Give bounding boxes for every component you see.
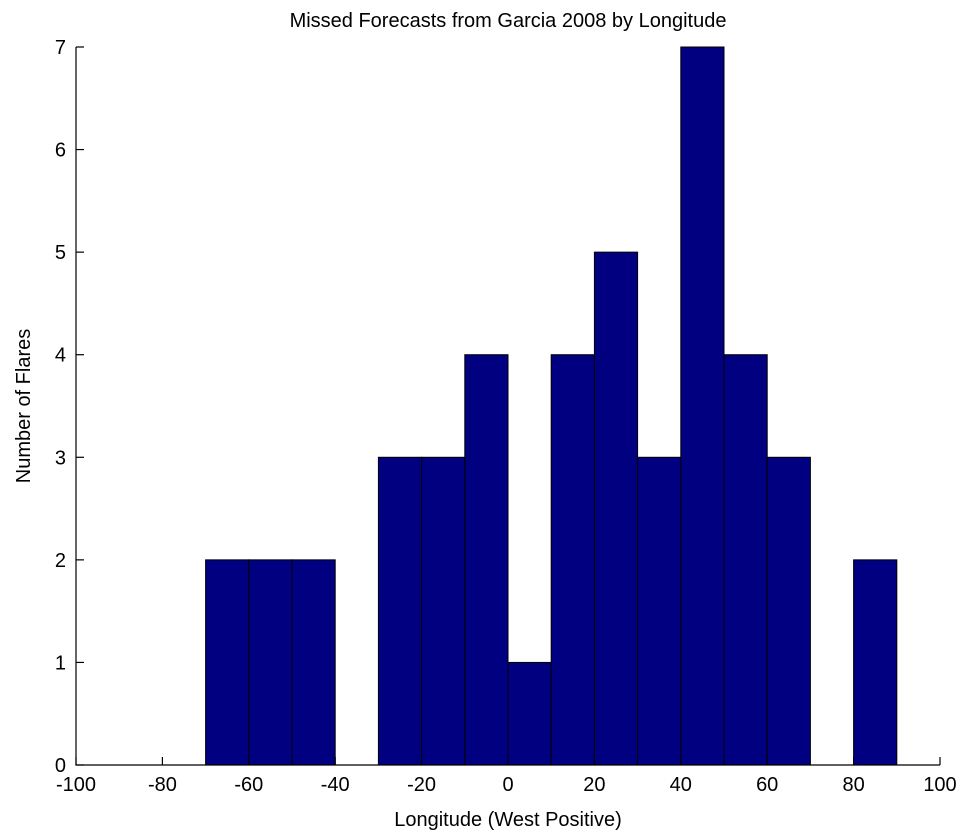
histogram-bar bbox=[681, 47, 724, 765]
x-tick-label: 40 bbox=[670, 774, 692, 796]
y-tick-label: 3 bbox=[55, 447, 66, 469]
histogram-bar bbox=[854, 560, 897, 765]
y-tick-label: 7 bbox=[55, 37, 66, 59]
x-tick-label: -80 bbox=[148, 774, 177, 796]
x-tick-label: -40 bbox=[321, 774, 350, 796]
y-tick-label: 1 bbox=[55, 652, 66, 674]
histogram-bar bbox=[551, 355, 594, 765]
histogram-bar bbox=[249, 560, 292, 765]
x-tick-label: 100 bbox=[923, 774, 956, 796]
histogram-bar bbox=[724, 355, 767, 765]
y-tick-label: 6 bbox=[55, 140, 66, 162]
x-tick-label: 20 bbox=[583, 774, 605, 796]
histogram-bar bbox=[508, 662, 551, 765]
y-axis-label: Number of Flares bbox=[13, 329, 35, 484]
histogram-bar bbox=[465, 355, 508, 765]
chart-title: Missed Forecasts from Garcia 2008 by Lon… bbox=[290, 10, 727, 32]
histogram-bar bbox=[422, 457, 465, 765]
x-tick-label: -60 bbox=[234, 774, 263, 796]
y-tick-label: 2 bbox=[55, 550, 66, 572]
histogram-bar bbox=[206, 560, 249, 765]
x-tick-label: -100 bbox=[56, 774, 96, 796]
histogram-bar bbox=[594, 252, 637, 765]
histogram-bar bbox=[767, 457, 810, 765]
histogram-bar bbox=[638, 457, 681, 765]
x-tick-label: 0 bbox=[502, 774, 513, 796]
x-tick-label: 80 bbox=[842, 774, 864, 796]
histogram-bar bbox=[292, 560, 335, 765]
y-tick-label: 5 bbox=[55, 242, 66, 264]
x-axis-label: Longitude (West Positive) bbox=[394, 809, 622, 831]
y-tick-label: 0 bbox=[55, 755, 66, 777]
y-tick-label: 4 bbox=[55, 345, 66, 367]
x-tick-label: -20 bbox=[407, 774, 436, 796]
y-ticks-layer: 0 1 2 3 4 5 6 7 bbox=[55, 37, 84, 777]
bars-layer bbox=[206, 47, 897, 765]
histogram-bar bbox=[378, 457, 421, 765]
x-tick-label: 60 bbox=[756, 774, 778, 796]
